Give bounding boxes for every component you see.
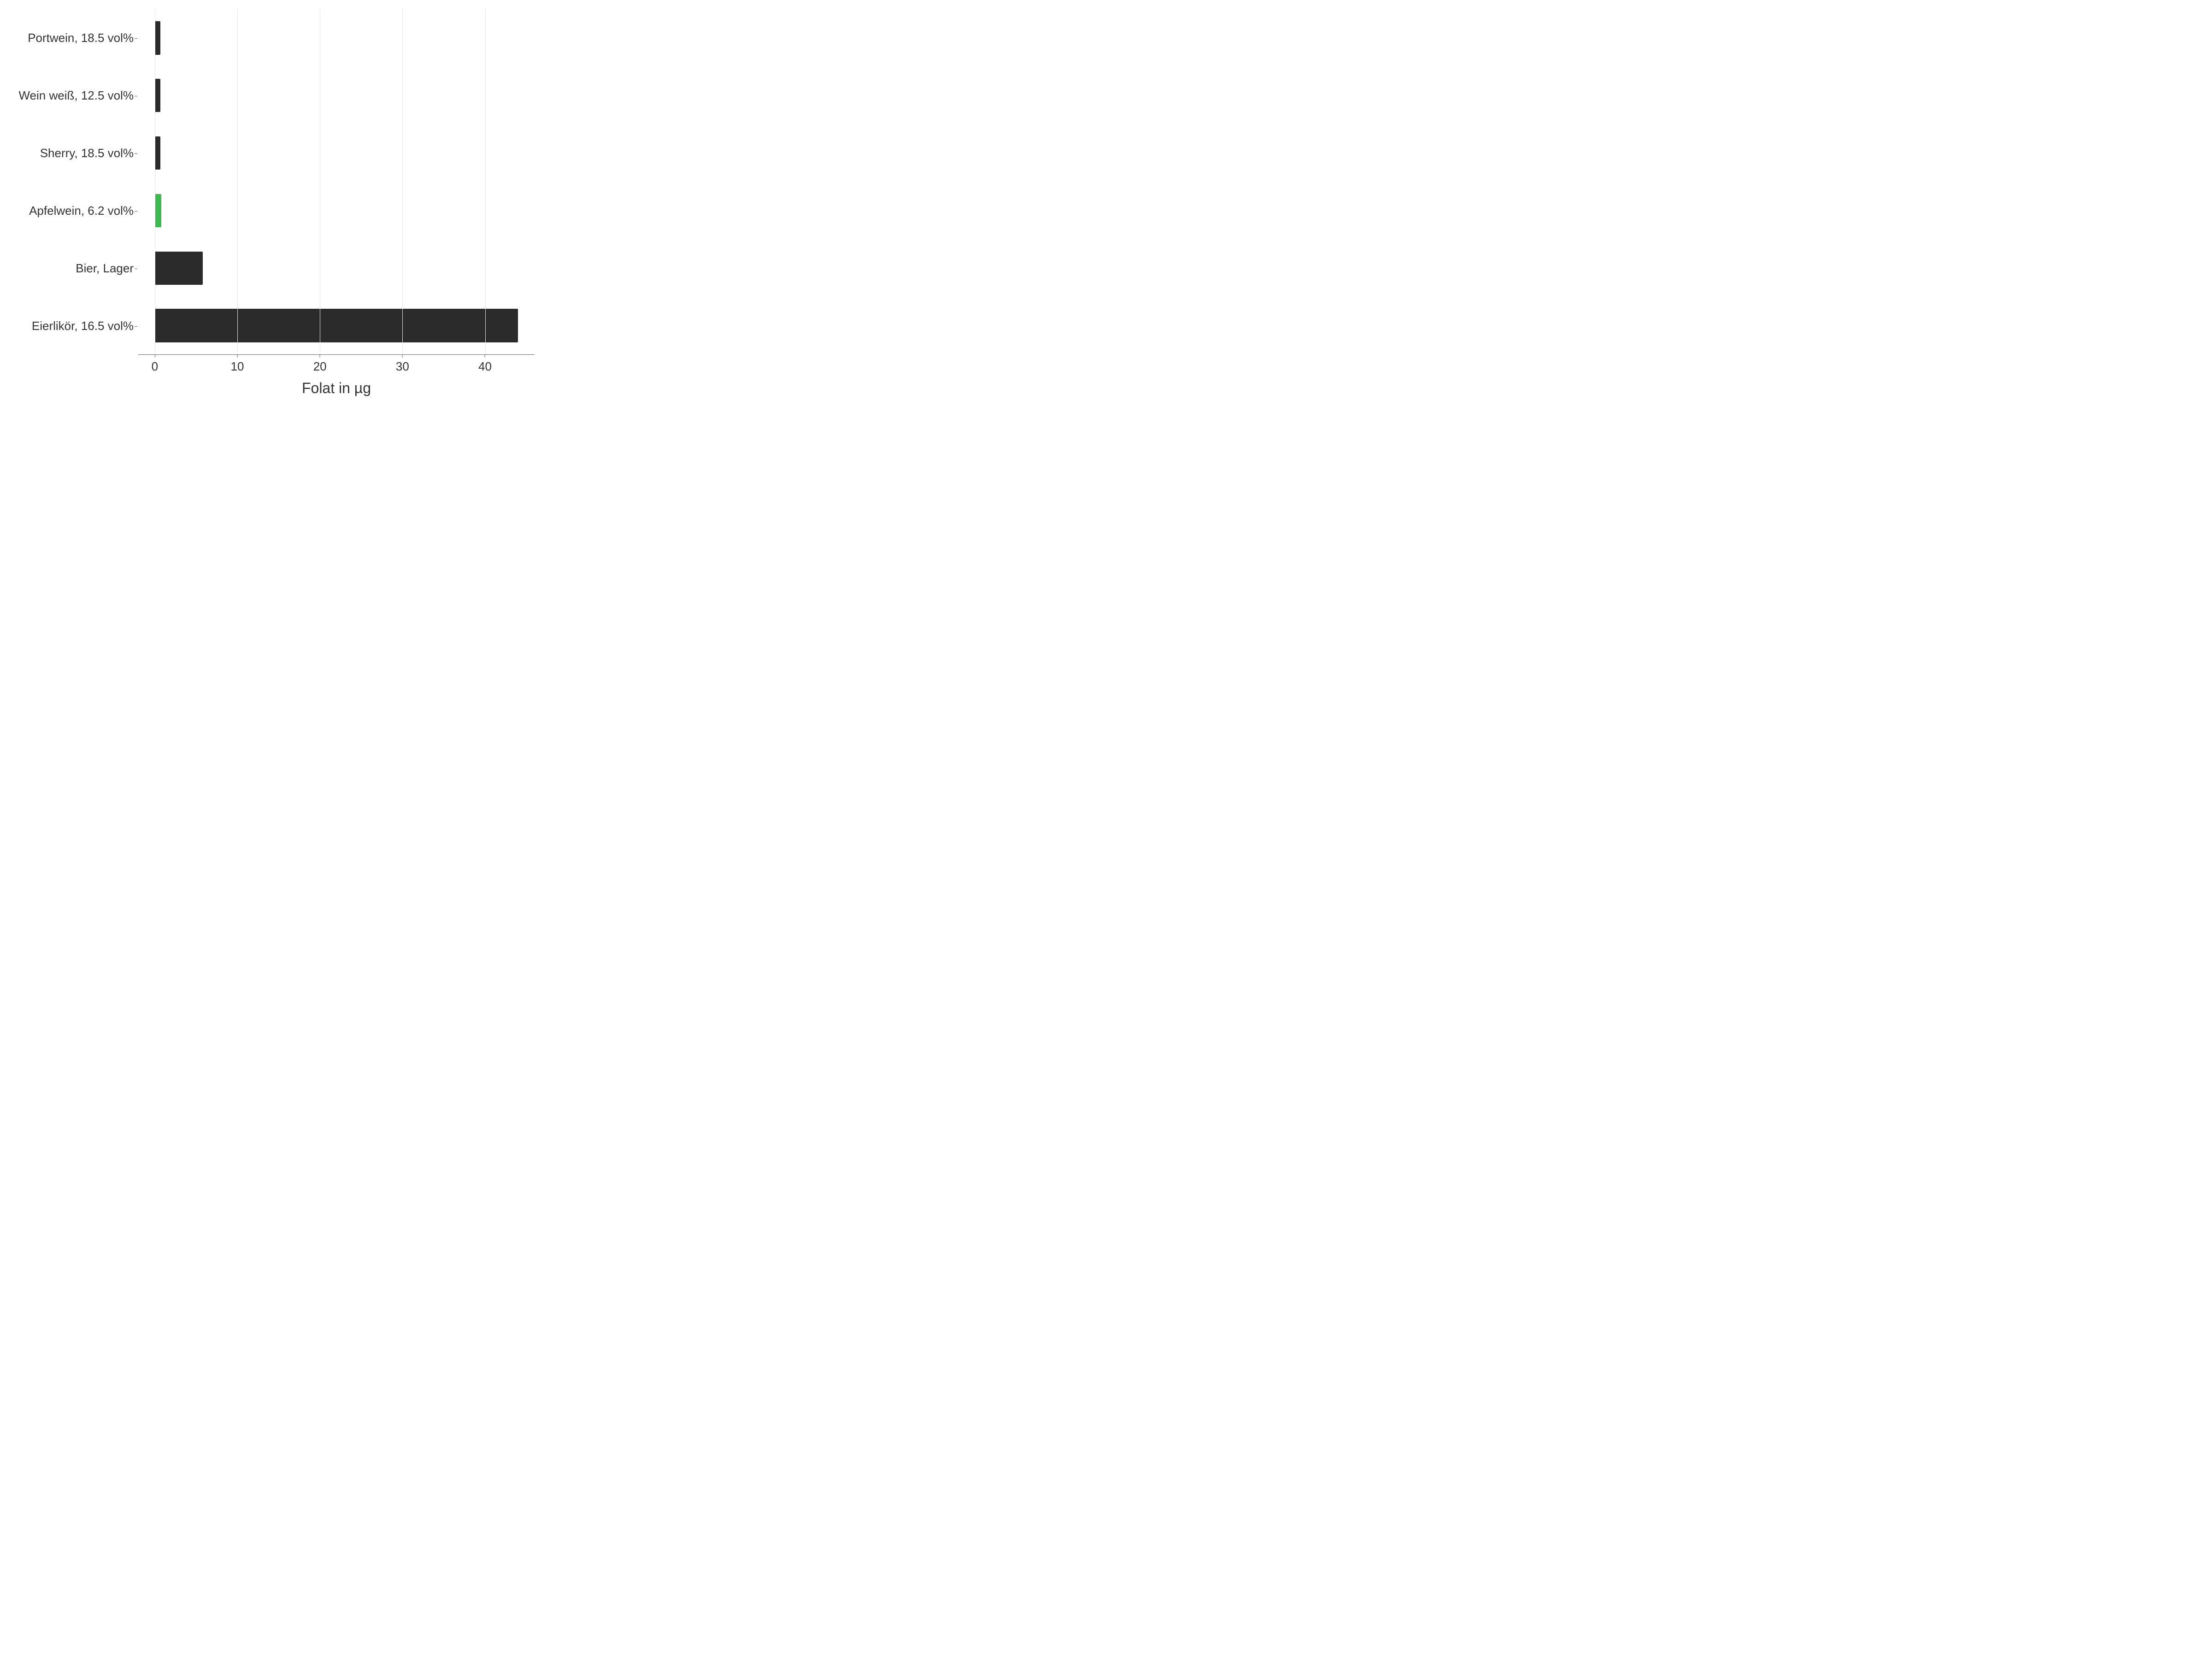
x-tick-label: 0 (152, 359, 158, 374)
x-tick: 0 (152, 355, 158, 374)
y-label-row: Apfelwein, 6.2 vol% (9, 182, 134, 240)
bar-row (138, 67, 535, 124)
x-tick: 20 (313, 355, 327, 374)
bar (155, 194, 161, 227)
gridline (237, 9, 238, 354)
bar-row (138, 9, 535, 67)
bar-row (138, 124, 535, 182)
bar-row (138, 182, 535, 239)
category-label: Bier, Lager (76, 261, 134, 276)
bar (155, 309, 518, 342)
y-label-row: Wein weiß, 12.5 vol% (9, 67, 134, 124)
y-label-row: Eierlikör, 16.5 vol% (9, 297, 134, 355)
x-tick: 10 (231, 355, 244, 374)
category-label: Sherry, 18.5 vol% (40, 146, 134, 160)
y-label-row: Sherry, 18.5 vol% (9, 124, 134, 182)
plot-container: Portwein, 18.5 vol% Wein weiß, 12.5 vol% S… (9, 9, 535, 355)
bar (155, 252, 203, 285)
x-tick-label: 30 (396, 359, 409, 374)
category-label: Wein weiß, 12.5 vol% (18, 88, 134, 103)
y-axis-labels: Portwein, 18.5 vol% Wein weiß, 12.5 vol% S… (9, 9, 138, 355)
x-tick-label: 20 (313, 359, 327, 374)
x-tick-label: 10 (231, 359, 244, 374)
bar (155, 136, 161, 170)
category-label: Apfelwein, 6.2 vol% (29, 204, 134, 218)
x-tick-label: 40 (478, 359, 492, 374)
y-label-row: Portwein, 18.5 vol% (9, 9, 134, 67)
plot-area (138, 9, 535, 355)
bar-row (138, 239, 535, 297)
bars-layer (138, 9, 535, 354)
folat-bar-chart: Portwein, 18.5 vol% Wein weiß, 12.5 vol% S… (0, 0, 553, 415)
bar (155, 21, 161, 54)
gridline (485, 9, 486, 354)
x-axis-title: Folat in µg (138, 380, 535, 397)
gridline (402, 9, 403, 354)
bar (155, 79, 161, 112)
x-tick: 30 (396, 355, 409, 374)
x-axis: 0 10 20 30 40 (138, 355, 535, 378)
category-label: Eierlikör, 16.5 vol% (32, 319, 134, 333)
category-label: Portwein, 18.5 vol% (28, 31, 134, 45)
x-tick: 40 (478, 355, 492, 374)
y-label-row: Bier, Lager (9, 240, 134, 297)
bar-row (138, 297, 535, 354)
